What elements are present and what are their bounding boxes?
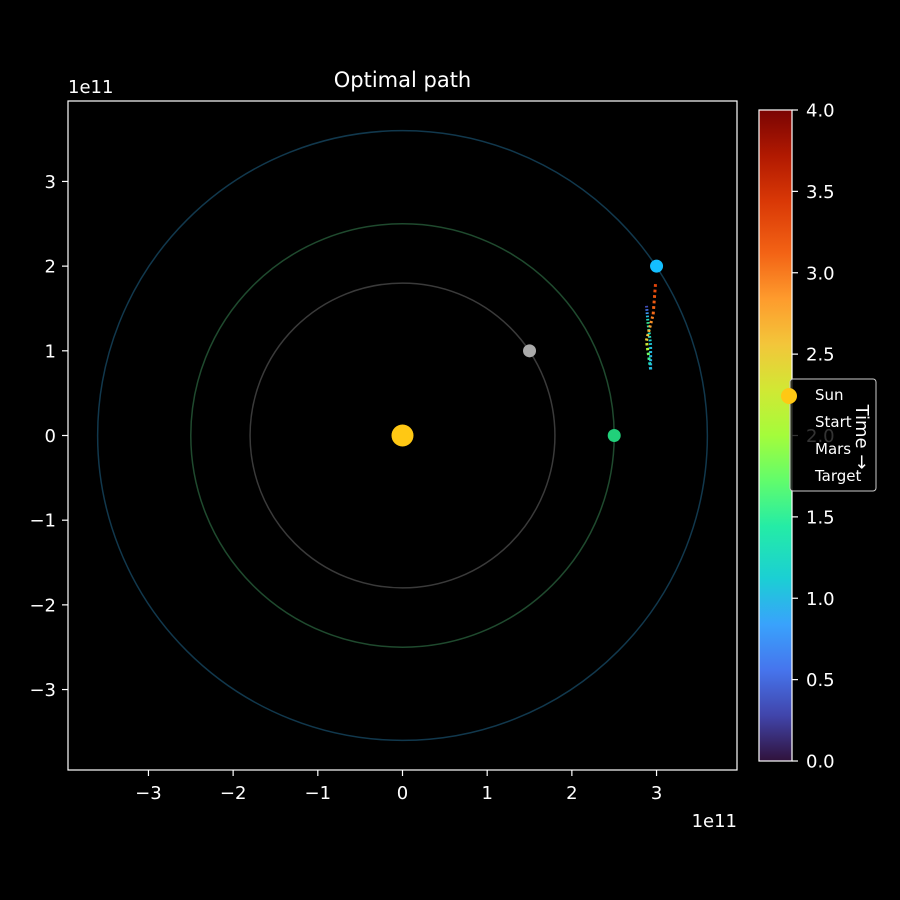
y-tick-label: −2 bbox=[29, 595, 56, 616]
chart-title: Optimal path bbox=[334, 68, 472, 92]
colorbar-tick-label: 0.5 bbox=[806, 670, 835, 691]
x-tick-label: −1 bbox=[305, 783, 332, 804]
bodies-layer bbox=[391, 259, 664, 447]
colorbar-tick-label: 4.0 bbox=[806, 101, 835, 122]
x-tick-label: −3 bbox=[135, 783, 162, 804]
colorbar-tick-label: 3.0 bbox=[806, 263, 835, 284]
legend-label: Target bbox=[814, 467, 862, 485]
colorbar-label: Time → bbox=[851, 404, 872, 470]
body-start-point bbox=[523, 344, 537, 358]
y-ticks-layer: −3 −2 −1 0 1 2 3 bbox=[29, 172, 68, 701]
y-tick-label: 0 bbox=[45, 426, 56, 447]
x-tick-label: 0 bbox=[397, 783, 408, 804]
y-tick-label: 2 bbox=[45, 257, 56, 278]
orbits-layer bbox=[96, 129, 709, 742]
orbit-ring bbox=[96, 129, 709, 742]
colorbar-tick-label: 2.5 bbox=[806, 345, 835, 366]
legend-label: Mars bbox=[815, 440, 851, 458]
colorbar-gradient bbox=[759, 110, 792, 761]
colorbar-tick-label: 3.5 bbox=[806, 182, 835, 203]
y-axis-offset-text: 1e11 bbox=[68, 77, 113, 98]
colorbar-tick-label: 1.5 bbox=[806, 507, 835, 528]
y-tick-label: 3 bbox=[45, 172, 56, 193]
legend-label: Sun bbox=[815, 386, 844, 404]
x-tick-label: 2 bbox=[566, 783, 577, 804]
body-mars-point bbox=[607, 429, 621, 442]
colorbar-tick-label: 1.0 bbox=[806, 589, 835, 610]
body-target-point bbox=[650, 259, 664, 273]
colorbar-tick-label: 0.0 bbox=[806, 752, 835, 773]
x-tick-label: 3 bbox=[651, 783, 662, 804]
trajectory-segment bbox=[649, 320, 653, 324]
trajectory-segment bbox=[644, 338, 649, 342]
trajectory-layer bbox=[644, 284, 657, 370]
trajectory-segment bbox=[647, 329, 651, 333]
x-tick-label: 1 bbox=[481, 783, 492, 804]
trajectory-segment bbox=[648, 324, 652, 328]
x-tick-label: −2 bbox=[220, 783, 247, 804]
body-sun-point bbox=[391, 424, 414, 447]
orbit-ring bbox=[249, 282, 556, 589]
legend-box bbox=[789, 378, 877, 492]
legend-marker bbox=[781, 388, 797, 404]
y-tick-label: −3 bbox=[29, 680, 56, 701]
trajectory-segment bbox=[650, 316, 655, 320]
x-axis-offset-text: 1e11 bbox=[692, 811, 737, 832]
y-tick-label: 1 bbox=[45, 341, 56, 362]
x-ticks-layer: −3 −2 −1 0 1 2 3 bbox=[135, 770, 662, 804]
legend-label: Start bbox=[815, 413, 852, 431]
legend: Sun Start Mars Target bbox=[781, 378, 877, 492]
legend-entries: Sun Start Mars Target bbox=[781, 386, 862, 485]
y-tick-label: −1 bbox=[29, 511, 56, 532]
trajectory-segment bbox=[646, 333, 650, 337]
